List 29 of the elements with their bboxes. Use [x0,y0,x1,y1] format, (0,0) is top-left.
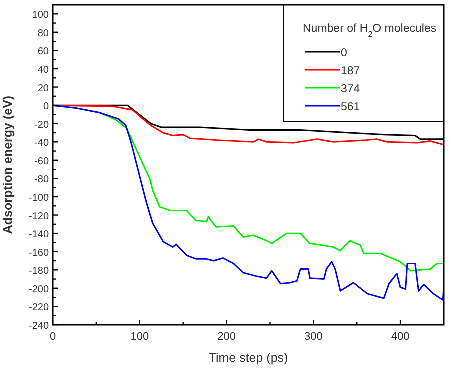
x-tick-label: 200 [218,331,236,343]
y-tick-label: -180 [28,266,50,278]
x-tick-label: 300 [304,331,323,343]
legend-label: 0 [341,48,348,60]
y-tick-label: -220 [28,302,50,314]
y-tick-label: -80 [34,174,50,186]
legend-label: 374 [341,84,361,96]
legend-label: 187 [341,66,360,78]
y-tick-label: 0 [43,102,50,113]
x-tick-label: 100 [130,331,150,343]
y-tick-label: -20 [34,120,50,131]
y-tick-label: 60 [38,46,50,58]
x-tick-label: 400 [391,331,410,343]
y-tick-label: 20 [38,83,50,94]
y-axis-title: Adsorption energy (eV) [1,96,15,234]
y-tick-label: 80 [38,28,50,40]
y-tick-label: -40 [34,138,50,150]
x-axis-title: Time step (ps) [208,351,288,365]
y-tick-label: -140 [28,230,50,241]
y-tick-label: -120 [28,211,50,222]
y-tick-label: -240 [28,321,50,332]
legend-title: Number of H$_{2}$O molecules [303,23,437,38]
y-tick-label: 100 [32,10,50,22]
y-tick-label: -200 [28,284,50,296]
y-tick-label: -100 [28,193,50,204]
y-tick-label: 40 [38,65,50,76]
y-tick-label: -160 [28,248,50,259]
y-tick-label: -60 [34,156,50,168]
legend-label: 561 [341,102,360,114]
